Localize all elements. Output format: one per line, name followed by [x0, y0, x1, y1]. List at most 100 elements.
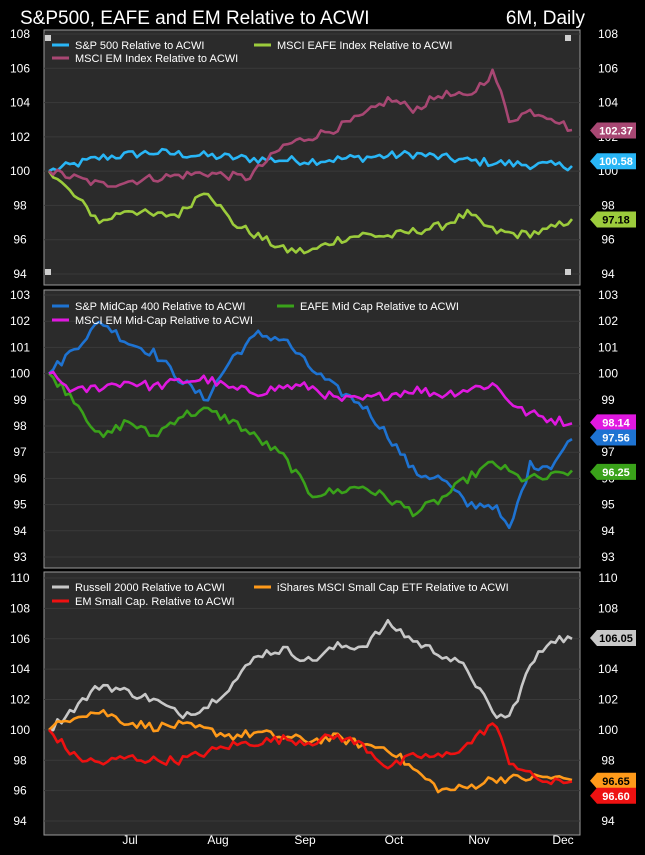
legend-label-s-p-midcap-400-relative-to-acwi: S&P MidCap 400 Relative to ACWI	[75, 301, 245, 313]
y-tick-label-right: 110	[598, 571, 617, 585]
y-tick-label-right: 97	[601, 445, 615, 459]
y-tick-label-right: 95	[601, 498, 615, 512]
y-tick-label-left: 98	[13, 753, 27, 767]
y-tick-label-left: 104	[10, 662, 30, 676]
last-value-badge	[590, 629, 636, 646]
y-tick-label-left: 102	[10, 130, 30, 144]
y-tick-label-left: 94	[13, 524, 27, 538]
y-tick-label-right: 100	[598, 367, 618, 381]
y-tick-label-right: 102	[598, 693, 618, 707]
y-tick-label-right: 98	[601, 198, 615, 212]
y-tick-label-left: 96	[13, 784, 27, 798]
legend-label-msci-em-index-relative-to-acwi: MSCI EM Index Relative to ACWI	[75, 53, 238, 65]
y-tick-label-right: 108	[598, 601, 618, 615]
y-tick-label-left: 100	[10, 723, 30, 737]
legend-label-msci-em-mid-cap-relative-to-acwi: MSCI EM Mid-Cap Relative to ACWI	[75, 315, 253, 327]
last-value-label: 96.65	[602, 776, 630, 788]
panel-top: 9494969698981001001021021041041061061081…	[10, 27, 636, 286]
last-value-badge	[590, 787, 636, 804]
y-tick-label-left: 103	[10, 288, 30, 302]
last-value-label: 100.58	[599, 156, 633, 168]
series-line-msci-em-mid-cap-relative-to-acwi	[48, 370, 573, 427]
panel-middle: 9393949495959696979798989999100100101101…	[10, 288, 636, 569]
series-line-russell-2000-relative-to-acwi	[48, 619, 573, 732]
series-line-msci-eafe-index-relative-to-acwi	[47, 170, 574, 255]
series-line-eafe-mid-cap-relative-to-acwi	[48, 372, 573, 518]
legend-label-russell-2000-relative-to-acwi: Russell 2000 Relative to ACWI	[75, 582, 225, 594]
x-tick-label-oct: Oct	[385, 833, 404, 847]
last-value-label: 96.25	[602, 467, 630, 479]
y-tick-label-right: 104	[598, 96, 618, 110]
y-tick-label-left: 94	[13, 267, 27, 281]
chart-title: S&P500, EAFE and EM Relative to ACWI	[20, 8, 370, 29]
period-label: 6M, Daily	[505, 8, 585, 29]
y-tick-label-left: 108	[10, 27, 30, 41]
y-tick-label-right: 102	[598, 314, 618, 328]
last-value-badge	[590, 153, 636, 170]
x-tick-label-dec: Dec	[552, 833, 573, 847]
y-tick-label-right: 100	[598, 723, 618, 737]
corner-handle	[45, 35, 51, 41]
y-tick-label-left: 101	[10, 340, 30, 354]
legend-label-ishares-msci-small-cap-etf-relative-to-acwi: iShares MSCI Small Cap ETF Relative to A…	[277, 582, 509, 594]
last-value-label: 97.56	[602, 433, 630, 445]
last-value-badge	[590, 463, 636, 480]
panel-background	[43, 571, 581, 836]
y-tick-label-left: 104	[10, 96, 30, 110]
y-tick-label-left: 108	[10, 601, 30, 615]
corner-handle	[45, 269, 51, 275]
y-tick-label-right: 94	[601, 814, 615, 828]
y-tick-label-left: 102	[10, 693, 30, 707]
x-tick-label-sep: Sep	[294, 833, 316, 847]
y-tick-label-left: 99	[13, 393, 27, 407]
series-line-s-p-midcap-400-relative-to-acwi	[48, 320, 573, 530]
y-tick-label-left: 96	[13, 471, 27, 485]
y-tick-label-left: 100	[10, 164, 30, 178]
last-value-badge	[590, 429, 636, 446]
y-tick-label-left: 95	[13, 498, 27, 512]
y-tick-label-right: 94	[601, 267, 615, 281]
corner-handle	[565, 269, 571, 275]
last-value-badge	[590, 414, 636, 431]
last-value-label: 98.14	[602, 417, 630, 429]
last-value-badge	[590, 122, 636, 139]
legend-label-eafe-mid-cap-relative-to-acwi: EAFE Mid Cap Relative to ACWI	[300, 301, 459, 313]
y-tick-label-right: 99	[601, 393, 615, 407]
series-line-s-p-500-relative-to-acwi	[48, 147, 573, 173]
last-value-label: 96.60	[602, 791, 630, 803]
y-tick-label-right: 101	[598, 340, 618, 354]
panel-background	[43, 289, 581, 569]
series-line-em-small-cap-relative-to-acwi	[48, 722, 573, 786]
y-tick-label-left: 93	[13, 550, 27, 564]
y-tick-label-left: 98	[13, 419, 27, 433]
y-tick-label-left: 94	[13, 814, 27, 828]
legend-label-s-p-500-relative-to-acwi: S&P 500 Relative to ACWI	[75, 40, 204, 52]
x-tick-label-jul: Jul	[122, 833, 137, 847]
last-value-badge	[590, 772, 636, 789]
series-line-msci-em-index-relative-to-acwi	[48, 68, 573, 188]
x-tick-label-nov: Nov	[468, 833, 489, 847]
y-tick-label-right: 108	[598, 27, 618, 41]
corner-handle	[565, 35, 571, 41]
x-tick-label-aug: Aug	[207, 833, 228, 847]
panel-bottom: 9494969698981001001021021041041061061081…	[10, 571, 636, 836]
y-tick-label-left: 100	[10, 367, 30, 381]
y-tick-label-right: 98	[601, 753, 615, 767]
series-line-ishares-msci-small-cap-etf-relative-to-acwi	[48, 709, 573, 794]
y-tick-label-left: 96	[13, 233, 27, 247]
last-value-badge	[590, 211, 636, 228]
y-tick-label-right: 93	[601, 550, 615, 564]
y-tick-label-left: 102	[10, 314, 30, 328]
legend-label-em-small-cap-relative-to-acwi: EM Small Cap. Relative to ACWI	[75, 596, 235, 608]
last-value-label: 97.18	[602, 214, 630, 226]
y-tick-label-left: 97	[13, 445, 27, 459]
y-tick-label-right: 106	[598, 61, 618, 75]
y-tick-label-right: 103	[598, 288, 618, 302]
y-tick-label-left: 106	[10, 632, 30, 646]
y-tick-label-right: 104	[598, 662, 618, 676]
last-value-label: 102.37	[599, 126, 633, 138]
legend-label-msci-eafe-index-relative-to-acwi: MSCI EAFE Index Relative to ACWI	[277, 40, 452, 52]
y-tick-label-left: 106	[10, 61, 30, 75]
